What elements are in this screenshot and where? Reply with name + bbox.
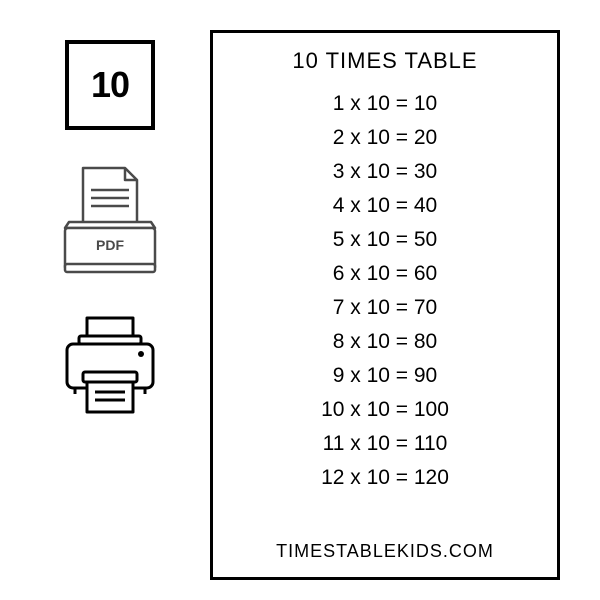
- number-value: 10: [91, 64, 129, 106]
- table-row: 11 x 10 = 110: [323, 432, 448, 456]
- number-box: 10: [65, 40, 155, 130]
- left-column: 10 PDF: [40, 30, 180, 580]
- footer-text: TIMESTABLEKIDS.COM: [276, 541, 494, 562]
- table-row: 4 x 10 = 40: [333, 194, 438, 218]
- table-row: 5 x 10 = 50: [333, 228, 438, 252]
- table-row: 1 x 10 = 10: [333, 92, 438, 116]
- table-title: 10 TIMES TABLE: [292, 48, 477, 74]
- pdf-label: PDF: [96, 237, 124, 253]
- table-row: 9 x 10 = 90: [333, 364, 438, 388]
- table-row: 8 x 10 = 80: [333, 330, 438, 354]
- table-rows: 1 x 10 = 10 2 x 10 = 20 3 x 10 = 30 4 x …: [321, 92, 449, 529]
- pdf-icon[interactable]: PDF: [55, 160, 165, 280]
- table-row: 12 x 10 = 120: [321, 466, 449, 490]
- table-row: 6 x 10 = 60: [333, 262, 438, 286]
- times-table-panel: 10 TIMES TABLE 1 x 10 = 10 2 x 10 = 20 3…: [210, 30, 560, 580]
- table-row: 3 x 10 = 30: [333, 160, 438, 184]
- page-container: 10 PDF: [0, 0, 600, 600]
- table-row: 10 x 10 = 100: [321, 398, 449, 422]
- printer-icon[interactable]: [55, 310, 165, 420]
- table-row: 2 x 10 = 20: [333, 126, 438, 150]
- table-row: 7 x 10 = 70: [333, 296, 438, 320]
